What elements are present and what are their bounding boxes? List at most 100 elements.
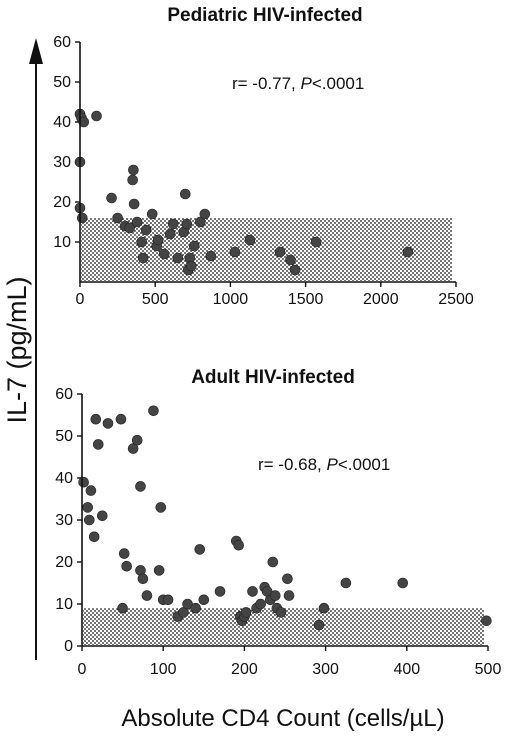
y-tick-label: 40 xyxy=(53,114,71,131)
data-point xyxy=(146,208,158,220)
pediatric-scatter-panel: Pediatric HIV-infected 10 20 30 40 50 60 0 500 1… xyxy=(53,5,474,308)
data-point xyxy=(205,250,217,262)
data-point xyxy=(181,218,193,230)
data-point xyxy=(269,590,281,601)
data-point xyxy=(189,240,200,252)
data-point xyxy=(131,434,143,446)
data-point xyxy=(112,212,123,224)
data-point xyxy=(153,565,165,576)
y-axis-label: IL-7 (pg/mL) xyxy=(2,276,32,423)
normal-range-band xyxy=(81,218,452,281)
data-point xyxy=(106,192,117,204)
data-point xyxy=(198,594,210,606)
data-point xyxy=(84,514,95,526)
data-point xyxy=(240,607,252,618)
points-group xyxy=(74,108,414,276)
correlation-r: r= -0.77, xyxy=(232,74,301,93)
data-point xyxy=(190,602,201,614)
data-point xyxy=(274,246,286,258)
x-tick-label: 300 xyxy=(312,661,339,678)
data-point xyxy=(136,236,147,248)
data-point xyxy=(199,208,211,220)
panel-title: Adult HIV-infected xyxy=(191,367,355,388)
x-tick-label: 0 xyxy=(76,291,85,308)
data-point xyxy=(76,212,88,224)
tick-group: 10 20 30 40 50 60 0 500 1000 1500 2000 2500 xyxy=(53,34,474,308)
data-point xyxy=(397,577,409,589)
points-group xyxy=(78,405,492,631)
data-point xyxy=(185,260,197,272)
x-tick-label: 0 xyxy=(78,661,87,678)
correlation-annotation: r= -0.68, P<.0001 xyxy=(258,455,390,474)
data-point xyxy=(162,594,174,606)
data-point xyxy=(229,246,241,258)
data-point xyxy=(78,476,89,488)
p-label: P xyxy=(327,455,339,474)
data-point xyxy=(194,544,206,555)
axes-frame xyxy=(79,42,456,283)
y-tick-label: 50 xyxy=(53,74,71,91)
y-tick-label: 40 xyxy=(55,470,73,487)
data-point xyxy=(127,174,138,186)
x-tick-label: 500 xyxy=(475,661,502,678)
data-point xyxy=(158,248,170,260)
data-point xyxy=(124,222,135,234)
x-tick-label: 2500 xyxy=(438,291,474,308)
data-point xyxy=(179,188,191,200)
y-tick-label: 20 xyxy=(53,194,71,211)
data-point xyxy=(141,590,153,601)
data-point xyxy=(121,560,132,572)
y-tick-label: 10 xyxy=(53,234,71,251)
x-tick-label: 1500 xyxy=(288,291,324,308)
data-point xyxy=(155,502,167,513)
y-tick-label: 30 xyxy=(55,512,73,529)
p-label: P xyxy=(301,74,313,93)
x-tick-label: 200 xyxy=(231,661,258,678)
data-point xyxy=(313,619,325,631)
data-point xyxy=(282,573,293,585)
axes-frame xyxy=(81,394,488,647)
data-point xyxy=(102,418,114,429)
data-point xyxy=(164,228,176,240)
data-point xyxy=(92,439,104,450)
y-tick-label: 30 xyxy=(53,154,71,171)
data-point xyxy=(167,218,179,230)
data-point xyxy=(195,216,206,228)
y-tick-label: 50 xyxy=(55,428,73,445)
data-point xyxy=(137,573,149,585)
p-value: <.0001 xyxy=(312,74,364,93)
data-point xyxy=(340,577,352,589)
data-point xyxy=(267,556,279,568)
data-point xyxy=(285,254,296,266)
data-point xyxy=(233,539,245,551)
y-axis-arrow-head xyxy=(29,38,43,64)
data-point xyxy=(85,485,97,496)
data-point xyxy=(402,246,414,258)
data-point xyxy=(244,234,256,246)
panel-title: Pediatric HIV-infected xyxy=(167,5,362,26)
data-point xyxy=(283,590,295,601)
data-point xyxy=(135,481,146,492)
x-tick-label: 2000 xyxy=(363,291,399,308)
y-tick-label: 10 xyxy=(55,596,73,613)
data-point xyxy=(91,110,102,122)
data-point xyxy=(275,607,287,618)
data-point xyxy=(117,602,128,614)
data-point xyxy=(90,413,102,425)
tick-group: 0 10 20 30 40 50 60 0 100 200 300 400 500 xyxy=(55,386,501,678)
p-value: <.0001 xyxy=(338,455,390,474)
y-axis-label-group: IL-7 (pg/mL) xyxy=(2,38,43,660)
x-tick-label: 500 xyxy=(142,291,169,308)
data-point xyxy=(214,586,226,597)
data-point xyxy=(137,252,149,264)
data-point xyxy=(97,510,108,522)
y-tick-label: 0 xyxy=(64,638,73,655)
data-point xyxy=(152,234,164,246)
data-point xyxy=(255,598,266,610)
data-point xyxy=(78,116,90,128)
data-point xyxy=(128,164,139,176)
data-point xyxy=(310,236,322,248)
y-tick-label: 60 xyxy=(53,34,71,51)
data-point xyxy=(481,615,492,627)
